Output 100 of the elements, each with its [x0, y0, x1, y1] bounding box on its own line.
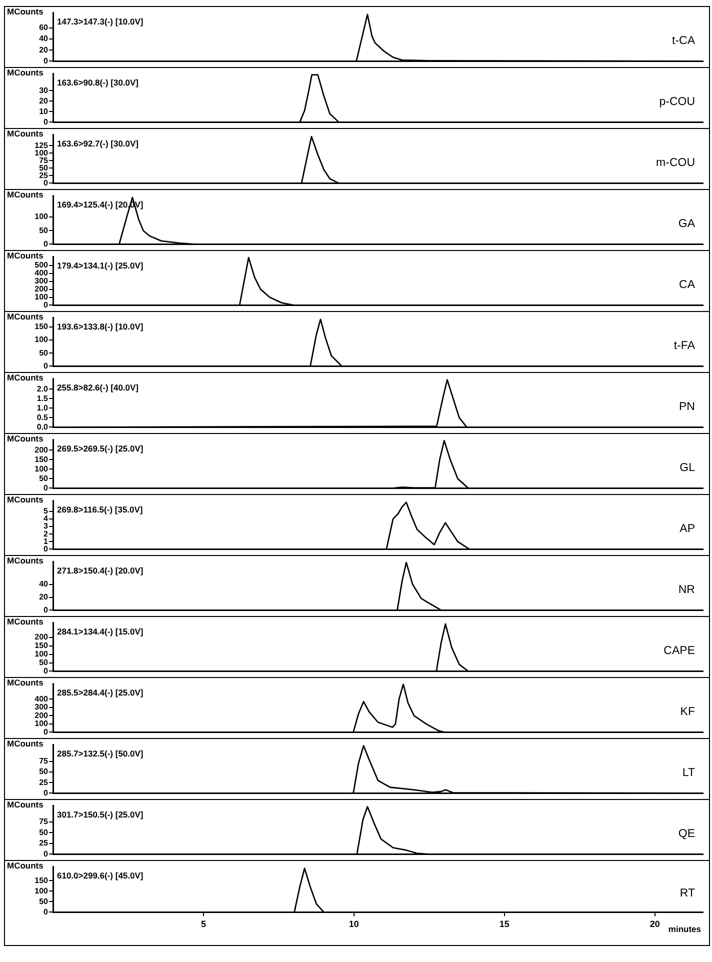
y-axis-title: MCounts — [7, 860, 44, 871]
y-tick-label: 50 — [39, 767, 49, 776]
annotation: 179.4>134.1(-) [25.0V] — [57, 260, 144, 270]
text: p-COU — [659, 96, 695, 108]
annotation: 269.8>116.5(-) [35.0V] — [57, 504, 143, 514]
y-tick-label: 200 — [34, 632, 49, 642]
text: GA — [678, 218, 696, 230]
annotation: 269.5>269.5(-) [25.0V] — [57, 443, 144, 454]
x-tick-label: 20 — [650, 919, 660, 930]
y-axis-title: MCounts — [7, 68, 44, 78]
y-tick-label: 0.0 — [36, 422, 49, 432]
y-tick-label: 0.5 — [36, 412, 49, 422]
y-tick-label: 150 — [34, 876, 49, 885]
text: GL — [680, 462, 696, 474]
x-axis-title: minutes — [668, 924, 702, 934]
y-tick-label: 300 — [34, 702, 49, 712]
y-tick-label: 300 — [34, 276, 49, 286]
y-tick-label: 0 — [44, 361, 49, 370]
y-tick-label: 75 — [39, 756, 49, 766]
annotation: 163.6>92.7(-) [30.0V] — [57, 138, 139, 148]
annotation: 163.6>90.8(-) [30.0V] — [57, 77, 139, 88]
x-tick-label: 10 — [348, 919, 359, 930]
text: RT — [680, 888, 695, 900]
y-tick-label: 200 — [34, 710, 49, 720]
y-tick-label: 200 — [34, 284, 49, 294]
y-tick-label: 20 — [39, 592, 49, 602]
y-tick-label: 0 — [44, 849, 49, 858]
y-tick-label: 50 — [39, 896, 49, 906]
y-tick-label: 75 — [39, 156, 49, 165]
y-tick-label: 40 — [39, 580, 49, 589]
y-tick-label: 2 — [44, 529, 49, 538]
y-tick-label: 0 — [44, 300, 49, 310]
text: m-COU — [656, 157, 695, 170]
annotation: 271.8>150.4(-) [20.0V] — [57, 565, 144, 576]
y-tick-label: 60 — [39, 23, 49, 32]
y-tick-label: 0 — [44, 178, 49, 188]
annotation: 285.5>284.4(-) [25.0V] — [57, 687, 144, 698]
y-tick-label: 1.5 — [36, 394, 49, 403]
text: PN — [679, 401, 695, 414]
y-axis-title: MCounts — [7, 6, 44, 17]
y-tick-label: 30 — [39, 86, 49, 95]
y-tick-label: 400 — [34, 694, 49, 704]
y-tick-label: 0 — [44, 907, 49, 916]
y-tick-label: 100 — [34, 886, 49, 896]
annotation: 284.1>134.4(-) [15.0V] — [57, 626, 144, 636]
y-tick-label: 100 — [34, 212, 49, 222]
y-tick-label: 0 — [44, 666, 49, 676]
y-tick-label: 2.0 — [36, 384, 49, 394]
y-tick-label: 25 — [39, 170, 49, 180]
y-tick-label: 0 — [44, 605, 49, 614]
y-tick-label: 100 — [34, 292, 49, 302]
y-axis-title: MCounts — [7, 616, 44, 627]
y-axis-title: MCounts — [7, 372, 44, 383]
y-tick-label: 5 — [44, 506, 49, 516]
y-tick-label: 50 — [39, 163, 49, 172]
annotation: 285.7>132.5(-) [50.0V] — [57, 748, 144, 758]
y-tick-label: 3 — [44, 522, 49, 531]
text: CAPE — [664, 645, 696, 658]
y-axis-title: MCounts — [7, 434, 44, 444]
y-tick-label: 125 — [34, 140, 49, 150]
y-tick-label: 20 — [39, 96, 49, 106]
text: KF — [680, 706, 695, 718]
y-tick-label: 0 — [44, 788, 49, 798]
text: CA — [679, 279, 696, 292]
x-tick-label: 5 — [200, 919, 206, 930]
text: t-FA — [674, 340, 696, 352]
y-tick-label: 1 — [44, 536, 49, 546]
y-tick-label: 50 — [39, 348, 49, 358]
y-tick-label: 0 — [44, 727, 49, 736]
annotation: 193.6>133.8(-) [10.0V] — [57, 321, 144, 332]
text: NR — [678, 584, 695, 596]
y-tick-label: 0 — [44, 117, 49, 126]
y-axis-title: MCounts — [7, 738, 44, 749]
y-axis-title: MCounts — [7, 128, 44, 139]
y-axis-title: MCounts — [7, 800, 44, 810]
y-tick-label: 10 — [39, 106, 49, 116]
y-tick-label: 50 — [39, 474, 49, 483]
annotation: 147.3>147.3(-) [10.0V] — [57, 16, 144, 26]
y-tick-label: 400 — [34, 268, 49, 278]
y-tick-label: 25 — [39, 778, 49, 787]
y-tick-label: 200 — [34, 445, 49, 454]
y-tick-label: 4 — [44, 514, 49, 524]
y-tick-label: 100 — [34, 335, 49, 344]
y-tick-label: 0 — [44, 239, 49, 248]
annotation: 301.7>150.5(-) [25.0V] — [57, 809, 144, 820]
y-tick-label: 40 — [39, 34, 49, 44]
text: LT — [682, 767, 695, 780]
y-tick-label: 50 — [39, 828, 49, 837]
y-tick-label: 100 — [34, 650, 49, 659]
annotation: 255.8>82.6(-) [40.0V] — [57, 382, 139, 392]
y-tick-label: 150 — [34, 641, 49, 650]
y-axis-title: MCounts — [7, 250, 44, 261]
y-tick-label: 50 — [39, 658, 49, 667]
y-axis-title: MCounts — [7, 190, 44, 200]
annotation: 610.0>299.6(-) [45.0V] — [57, 870, 144, 880]
y-tick-label: 75 — [39, 816, 49, 826]
y-tick-label: 25 — [39, 838, 49, 848]
y-axis-title: MCounts — [7, 556, 44, 566]
y-tick-label: 1.0 — [36, 403, 49, 412]
text: QE — [678, 828, 696, 840]
